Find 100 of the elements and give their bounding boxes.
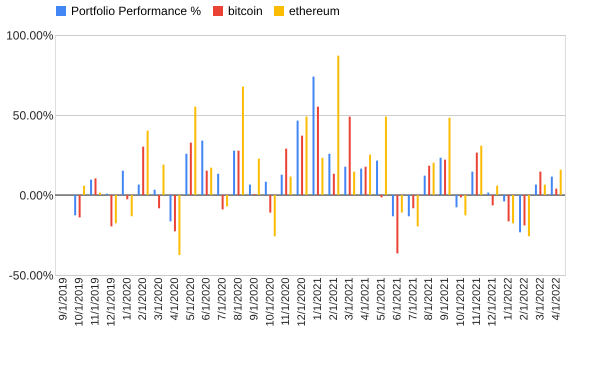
x-tick-label: 10/1/2019 <box>74 278 86 326</box>
bar <box>206 170 208 195</box>
bar <box>285 148 288 195</box>
bar <box>130 195 133 216</box>
bar <box>301 136 304 195</box>
bar <box>233 150 236 195</box>
bar <box>416 195 419 226</box>
bar <box>290 176 292 195</box>
bar <box>344 166 346 195</box>
x-tick-label: 6/1/2021 <box>391 278 404 320</box>
bar <box>170 195 172 222</box>
y-tick-label: 100.00% <box>6 28 54 42</box>
y-tick-label: 50.00% <box>12 108 54 122</box>
x-tick-label: 11/1/2021 <box>470 278 483 326</box>
bar <box>555 188 558 195</box>
bar <box>83 186 86 195</box>
bar <box>238 150 240 195</box>
bar <box>201 140 204 195</box>
bar <box>264 182 267 195</box>
bar <box>408 195 410 216</box>
bar <box>210 168 212 195</box>
bar <box>321 158 324 195</box>
bar <box>190 142 192 195</box>
bar <box>528 195 530 236</box>
x-tick-label: 4/1/2022 <box>550 278 562 320</box>
bar <box>544 184 546 195</box>
x-tick-label: 9/1/2020 <box>248 278 260 320</box>
bar <box>94 178 97 195</box>
x-tick-label: 12/1/2019 <box>105 278 118 326</box>
x-tick-label: 2/1/2020 <box>137 278 150 320</box>
x-tick-label: 2/1/2022 <box>518 278 530 320</box>
bar <box>428 166 430 195</box>
bar <box>534 184 537 195</box>
bar <box>440 158 442 195</box>
bar <box>455 195 458 208</box>
bar <box>174 195 176 232</box>
x-tick-label: 7/1/2021 <box>407 278 420 320</box>
bar <box>146 130 149 195</box>
bar <box>432 162 435 195</box>
bar <box>110 195 112 226</box>
bar <box>376 160 378 195</box>
bar <box>332 174 335 195</box>
bar <box>312 76 314 195</box>
bar <box>328 154 330 195</box>
bar <box>217 174 220 195</box>
legend-label: bitcoin <box>228 4 263 18</box>
bar <box>471 172 474 195</box>
bar <box>396 195 398 254</box>
bar <box>316 106 319 195</box>
bar <box>78 195 81 218</box>
bar <box>353 172 356 195</box>
bar <box>496 186 498 195</box>
x-tick-label: 10/1/2021 <box>454 278 467 326</box>
bar <box>158 195 160 208</box>
bar <box>508 195 510 222</box>
bar <box>503 195 506 202</box>
bar <box>90 180 92 195</box>
x-tick-label: 4/1/2021 <box>360 278 372 320</box>
x-tick-label: 9/1/2021 <box>439 278 452 320</box>
legend-label: Portfolio Performance % <box>71 4 202 18</box>
x-tick-label: 1/1/2020 <box>121 278 134 320</box>
bar <box>296 120 299 195</box>
x-tick-label: 4/1/2020 <box>168 278 181 320</box>
bar <box>550 176 553 195</box>
bar <box>194 106 196 195</box>
legend-label: ethereum <box>289 4 340 18</box>
bar <box>178 195 180 255</box>
bar <box>269 195 272 213</box>
bar <box>74 195 76 216</box>
bar <box>258 158 260 195</box>
bar <box>448 118 450 195</box>
bar <box>306 116 308 195</box>
bar <box>392 195 394 216</box>
x-tick-label: 3/1/2022 <box>534 278 546 320</box>
bar <box>142 146 144 195</box>
x-tick-label: 8/1/2020 <box>232 278 245 320</box>
x-tick-label: 3/1/2021 <box>344 278 356 320</box>
bar <box>114 195 117 224</box>
x-tick-label: 9/1/2019 <box>58 278 70 320</box>
bar <box>364 166 367 195</box>
bar <box>539 172 542 195</box>
bar <box>412 195 414 208</box>
bar <box>424 176 426 195</box>
x-tick-label: 7/1/2020 <box>216 278 229 320</box>
bar <box>348 116 351 195</box>
bar <box>248 184 251 195</box>
x-tick-label: 12/1/2021 <box>486 278 499 326</box>
bar <box>480 146 482 195</box>
x-tick-label: 2/1/2021 <box>328 278 340 320</box>
x-tick-label: 8/1/2021 <box>423 278 436 320</box>
bar <box>464 195 466 216</box>
bar <box>369 154 372 195</box>
x-tick-label: 5/1/2020 <box>184 278 197 320</box>
x-tick-label: 12/1/2020 <box>296 278 308 326</box>
bar <box>444 160 446 195</box>
bar <box>337 56 340 195</box>
bar <box>519 195 522 232</box>
bar <box>384 116 387 195</box>
bar <box>226 195 228 206</box>
y-tick-label: -50.00% <box>8 268 54 282</box>
